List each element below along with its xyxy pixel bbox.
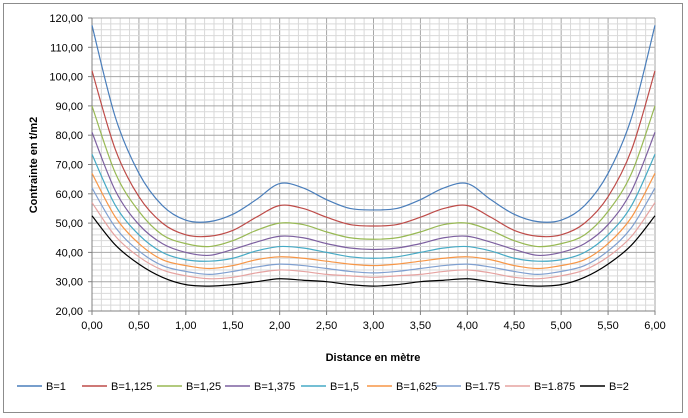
- legend-label: B=1,625: [396, 381, 437, 393]
- y-tick-label: 120,00: [49, 13, 83, 25]
- legend-label: B=1,375: [254, 381, 295, 393]
- y-tick-label: 100,00: [49, 72, 83, 84]
- series-line-7: [91, 187, 656, 275]
- x-tick-label: 5,50: [597, 320, 618, 332]
- grid: [91, 17, 656, 312]
- legend: B=1 B=1,125 B=1,25 B=1,375 B=1,5 B=1,625 B=1.7…: [17, 381, 629, 393]
- x-tick-label: 3,00: [363, 320, 384, 332]
- series-line-3: [91, 105, 656, 248]
- x-tick-label: 0,00: [81, 320, 102, 332]
- legend-label: B=1.875: [534, 381, 575, 393]
- y-tick-label: 90,00: [55, 101, 83, 113]
- series-line-8: [91, 202, 656, 280]
- series-line-1: [91, 25, 656, 223]
- x-tick-label: 0,50: [128, 320, 149, 332]
- legend-label: B=2: [609, 381, 629, 393]
- y-tick-label: 80,00: [55, 130, 83, 142]
- series-line-6: [91, 173, 656, 270]
- x-tick-label: 2,50: [316, 320, 337, 332]
- x-axis-title: Distance en mètre: [326, 352, 421, 364]
- y-tick-label: 40,00: [55, 247, 83, 259]
- x-tick-label: 2,00: [269, 320, 290, 332]
- series-line-2: [91, 70, 656, 238]
- x-tick-label: 1,50: [222, 320, 243, 332]
- series-lines: [91, 25, 656, 287]
- x-tick-label: 6,00: [644, 320, 665, 332]
- x-tick-label: 4,50: [504, 320, 525, 332]
- legend-label: B=1: [46, 381, 66, 393]
- series-line-5: [91, 154, 656, 262]
- y-axis-title: Contrainte en t/m2: [28, 117, 40, 214]
- series-line-9: [91, 215, 656, 287]
- legend-label: B=1,25: [186, 381, 221, 393]
- legend-label: B=1,125: [111, 381, 152, 393]
- y-tick-label: 70,00: [55, 160, 83, 172]
- y-tick-label: 20,00: [55, 306, 83, 318]
- x-tick-label: 5,00: [550, 320, 571, 332]
- axes: [88, 17, 656, 315]
- y-tick-label: 30,00: [55, 277, 83, 289]
- legend-label: B=1,5: [330, 381, 359, 393]
- x-tick-label: 1,00: [175, 320, 196, 332]
- legend-label: B=1.75: [465, 381, 500, 393]
- tick-labels: 20,00 30,00 40,00 50,00 60,00 70,00 80,00 90,00…: [49, 13, 665, 332]
- x-tick-label: 4,00: [457, 320, 478, 332]
- x-tick-label: 3,50: [410, 320, 431, 332]
- series-line-4: [91, 132, 656, 257]
- y-tick-label: 50,00: [55, 218, 83, 230]
- y-tick-label: 60,00: [55, 189, 83, 201]
- y-tick-label: 110,00: [50, 42, 83, 54]
